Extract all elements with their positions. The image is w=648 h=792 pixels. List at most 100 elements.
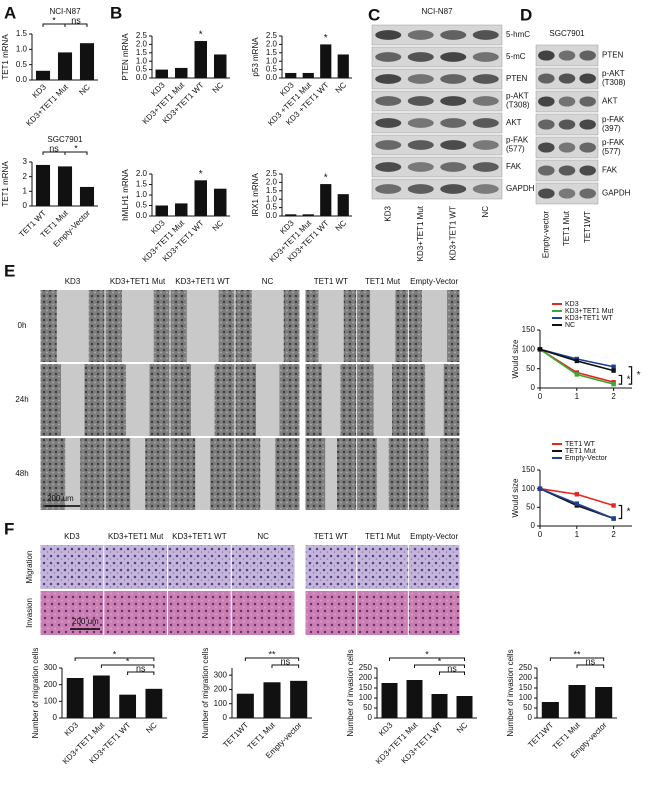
significance: ns bbox=[71, 15, 81, 25]
blot-band bbox=[579, 73, 596, 84]
cell-front bbox=[80, 438, 105, 510]
y-tick-label: 1.0 bbox=[136, 56, 148, 65]
blot-row-label: p-AKT bbox=[506, 92, 529, 101]
bracket bbox=[628, 366, 633, 385]
y-tick-label: 100 bbox=[359, 693, 373, 702]
bar bbox=[263, 682, 281, 718]
panel-label: D bbox=[520, 5, 532, 24]
blot-row-label: (577) bbox=[602, 147, 621, 156]
blot-band bbox=[375, 96, 402, 106]
bar bbox=[214, 54, 227, 78]
y-tick-label: 0 bbox=[368, 713, 373, 722]
blot-strip bbox=[371, 156, 503, 178]
bar bbox=[194, 41, 207, 78]
micrograph bbox=[104, 545, 167, 589]
blot-band bbox=[579, 188, 596, 199]
y-axis-label: Number of migration cells bbox=[201, 648, 210, 739]
y-tick-label: 2.0 bbox=[136, 40, 148, 49]
column-label: KD3+TET1 WT bbox=[175, 277, 230, 286]
blot-row-label: GAPDH bbox=[506, 184, 535, 193]
significance: * bbox=[324, 173, 328, 184]
x-tick-label: 2 bbox=[611, 392, 616, 401]
micrograph bbox=[104, 591, 167, 635]
y-tick-label: 1.5 bbox=[136, 180, 148, 189]
x-tick-label: NC bbox=[144, 720, 159, 735]
blot-row-label: GAPDH bbox=[602, 189, 631, 198]
cell-front bbox=[210, 438, 235, 510]
blot-band bbox=[538, 50, 555, 61]
bar bbox=[568, 685, 586, 718]
bar bbox=[236, 693, 254, 718]
panel-label: B bbox=[110, 3, 122, 22]
y-tick-label: 1.0 bbox=[16, 44, 28, 53]
y-tick-label: 0.5 bbox=[266, 65, 278, 74]
point bbox=[574, 358, 579, 364]
bar bbox=[145, 688, 163, 718]
blot-strip bbox=[371, 24, 503, 46]
significance: ns bbox=[136, 663, 146, 673]
blot-band bbox=[407, 162, 434, 172]
column-label: NC bbox=[262, 277, 274, 286]
y-axis-label: hMLH1 mRNA bbox=[121, 169, 130, 221]
y-tick-label: 0.0 bbox=[136, 73, 148, 82]
bar bbox=[175, 203, 188, 216]
significance: * bbox=[199, 30, 203, 41]
lane-label: NC bbox=[481, 206, 490, 218]
blot-band bbox=[407, 74, 434, 84]
y-axis-label: Number of invasion cells bbox=[346, 649, 355, 736]
micrograph bbox=[231, 545, 295, 589]
y-axis-label: Number of invasion cells bbox=[506, 649, 515, 736]
point bbox=[574, 492, 579, 497]
x-tick-label: KD3 bbox=[377, 720, 395, 738]
cell-front bbox=[218, 290, 235, 362]
y-tick-label: 2.5 bbox=[266, 31, 278, 40]
bar bbox=[66, 678, 84, 718]
y-tick-label: 1 bbox=[23, 186, 28, 195]
significance: * bbox=[52, 15, 56, 25]
micrograph bbox=[40, 545, 104, 589]
row-label: 48h bbox=[15, 469, 28, 478]
y-axis-label: TET1 mRNA bbox=[1, 161, 10, 207]
significance: * bbox=[627, 507, 631, 518]
panel-label: C bbox=[368, 5, 380, 24]
blot-band bbox=[558, 188, 576, 199]
cell-front bbox=[40, 290, 57, 362]
y-tick-label: 150 bbox=[522, 325, 536, 334]
bar bbox=[337, 54, 349, 78]
bar bbox=[92, 675, 110, 718]
y-axis-label: Would size bbox=[511, 339, 520, 379]
cell-front bbox=[447, 290, 460, 362]
y-tick-label: 100 bbox=[44, 696, 58, 705]
bar bbox=[381, 683, 398, 718]
blot-band bbox=[558, 165, 576, 176]
blot-row-label: AKT bbox=[506, 118, 522, 127]
blot-band bbox=[375, 162, 402, 172]
x-tick-label: 1 bbox=[575, 530, 580, 539]
lane-label: KD3 bbox=[383, 205, 392, 221]
y-tick-label: 100 bbox=[214, 699, 228, 708]
bracket bbox=[244, 657, 300, 661]
cell-front bbox=[408, 438, 429, 510]
blot-band bbox=[579, 50, 596, 61]
blot-row-label: p-FAK bbox=[602, 115, 625, 124]
bar bbox=[119, 694, 137, 718]
y-tick-label: 0.5 bbox=[136, 65, 148, 74]
bracket bbox=[549, 657, 605, 661]
blot-band bbox=[472, 162, 499, 172]
lane-label: TET1WT bbox=[583, 211, 592, 243]
cell-front bbox=[170, 364, 191, 436]
column-label: KD3+TET1 WT bbox=[172, 532, 227, 541]
blot-row-label: FAK bbox=[602, 166, 618, 175]
y-axis-label: p53 mRNA bbox=[251, 37, 260, 77]
bracket bbox=[389, 657, 465, 661]
blot-band bbox=[407, 118, 434, 128]
column-label: KD3 bbox=[64, 532, 80, 541]
blot-band bbox=[579, 165, 596, 176]
chart-title: SGC7901 bbox=[47, 135, 83, 144]
blot-row-label: 5-mC bbox=[506, 52, 526, 61]
blot-row-label: (T308) bbox=[506, 101, 530, 110]
bar bbox=[175, 67, 188, 78]
blot-row-label: FAK bbox=[506, 162, 522, 171]
cell-front bbox=[235, 290, 252, 362]
scale-bar-label: 200 um bbox=[47, 494, 74, 503]
